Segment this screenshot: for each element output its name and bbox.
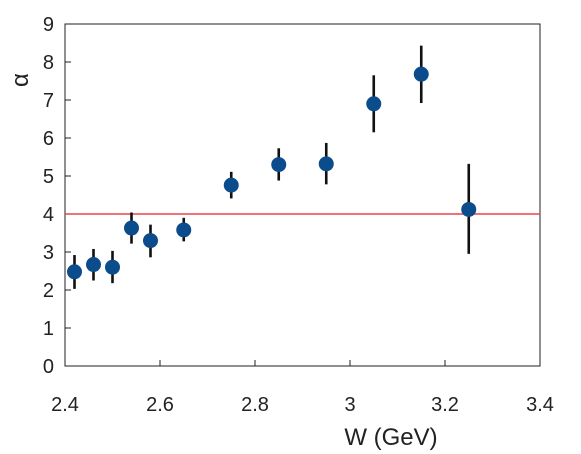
x-axis-ticks: 2.4 2.6 2.8 3 3.2 3.4 xyxy=(51,360,554,416)
y-tick-label: 4 xyxy=(43,204,54,226)
y-tick-label: 8 xyxy=(43,52,54,74)
y-tick-label: 2 xyxy=(43,280,54,302)
data-point xyxy=(105,259,120,275)
data-point xyxy=(318,156,334,172)
x-tick-label: 3.2 xyxy=(431,394,459,416)
x-tick-label: 2.4 xyxy=(51,394,79,416)
y-axis-title: α xyxy=(7,73,34,87)
data-point xyxy=(366,96,382,112)
x-tick-label: 3 xyxy=(344,394,355,416)
data-point xyxy=(223,177,239,193)
y-tick-label: 0 xyxy=(43,356,54,378)
data-markers xyxy=(67,66,477,280)
y-tick-label: 3 xyxy=(43,242,54,264)
y-tick-label: 6 xyxy=(43,128,54,150)
y-axis-ticks: 0 1 2 3 4 5 6 7 8 9 xyxy=(43,14,71,378)
data-point xyxy=(413,66,429,82)
x-tick-label: 2.6 xyxy=(146,394,174,416)
data-point xyxy=(271,157,287,173)
y-tick-label: 9 xyxy=(43,14,54,36)
data-point xyxy=(86,257,101,273)
plot-frame xyxy=(64,23,541,367)
y-tick-label: 1 xyxy=(43,318,54,340)
x-axis-title: W (GeV) xyxy=(344,424,437,451)
plot-area xyxy=(64,23,541,367)
y-tick-label: 7 xyxy=(43,90,54,112)
data-point xyxy=(124,220,139,236)
data-point xyxy=(176,222,192,238)
data-point xyxy=(143,233,158,249)
data-point xyxy=(67,264,82,280)
x-tick-label: 3.4 xyxy=(526,394,554,416)
error-bars xyxy=(73,45,471,289)
y-tick-label: 5 xyxy=(43,166,54,188)
x-tick-label: 2.8 xyxy=(241,394,269,416)
data-point xyxy=(461,201,477,217)
